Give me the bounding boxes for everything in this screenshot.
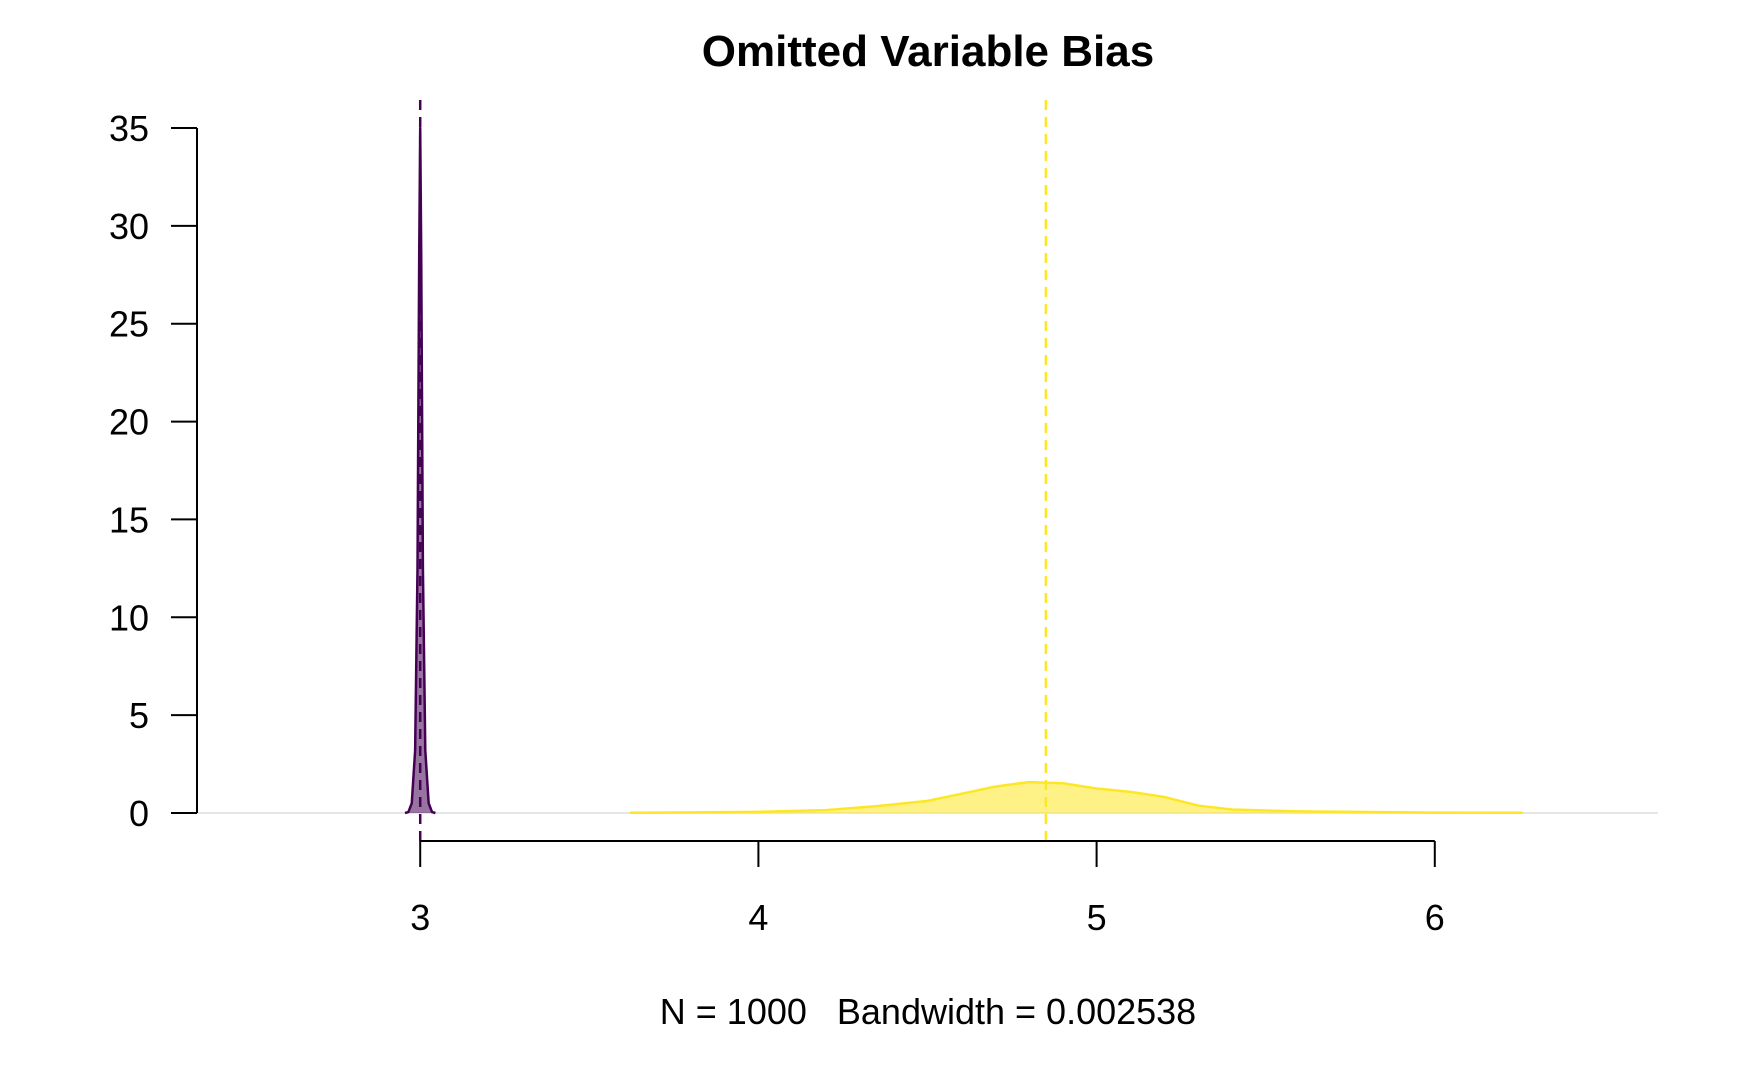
y-tick-label-15: 15 bbox=[109, 499, 149, 540]
y-tick-label-35: 35 bbox=[109, 108, 149, 149]
chart-title: Omitted Variable Bias bbox=[702, 27, 1154, 76]
density-line-1 bbox=[404, 126, 436, 815]
mean-lines bbox=[418, 100, 1048, 843]
x-tick-label-6: 6 bbox=[1425, 897, 1445, 938]
y-tick-label-5: 5 bbox=[129, 695, 149, 736]
y-axis: 0 5 10 15 20 25 30 35 bbox=[109, 108, 198, 834]
x-tick-label-4: 4 bbox=[748, 897, 768, 938]
y-tick-label-30: 30 bbox=[109, 206, 149, 247]
density-area-2 bbox=[629, 782, 1523, 813]
x-tick-label-3: 3 bbox=[410, 897, 430, 938]
y-tick-label-25: 25 bbox=[109, 304, 149, 345]
y-tick-label-0: 0 bbox=[129, 793, 149, 834]
x-tick-label-5: 5 bbox=[1087, 897, 1107, 938]
density-series bbox=[404, 126, 1523, 815]
y-tick-label-10: 10 bbox=[109, 597, 149, 638]
y-tick-label-20: 20 bbox=[109, 402, 149, 443]
density-line-2 bbox=[629, 780, 1523, 815]
density-area-1 bbox=[404, 128, 436, 813]
x-axis: 3 4 5 6 bbox=[410, 840, 1445, 938]
x-axis-label: N = 1000 Bandwidth = 0.002538 bbox=[660, 991, 1196, 1032]
